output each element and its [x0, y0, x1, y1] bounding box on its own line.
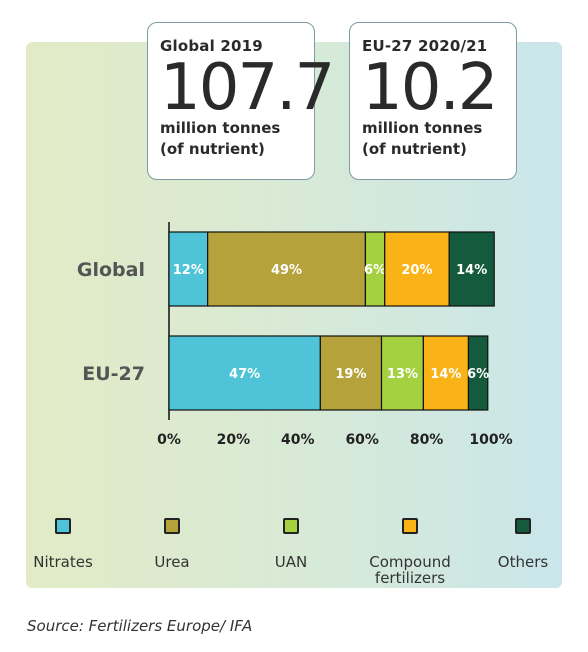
- stat-card-eu27: EU-27 2020/21 10.2 million tonnes (of nu…: [349, 22, 517, 180]
- data-label: 47%: [229, 367, 260, 382]
- category-label: Global: [77, 259, 145, 281]
- bar-segment: [207, 231, 367, 307]
- stat-card-global: Global 2019 107.7 million tonnes (of nut…: [147, 22, 335, 180]
- card-label: Global 2019: [160, 37, 263, 55]
- legend-label: Urea: [154, 553, 190, 571]
- x-tick-label: 0%: [157, 432, 181, 448]
- x-tick-label: 80%: [410, 432, 444, 448]
- legend-label: UAN: [274, 553, 308, 571]
- bar-segment: [448, 231, 495, 307]
- x-tick-label: 20%: [217, 432, 251, 448]
- data-label: 14%: [456, 263, 487, 278]
- bar-segment: [422, 335, 470, 411]
- data-label: 14%: [430, 367, 461, 382]
- legend-swatch: [515, 518, 531, 534]
- x-tick-label: 60%: [345, 432, 379, 448]
- legend-label: Others: [497, 553, 549, 571]
- legend-swatch: [402, 518, 418, 534]
- card-unit: million tonnes: [362, 119, 483, 137]
- card-unit: million tonnes: [160, 119, 281, 137]
- data-label: 6%: [364, 263, 386, 278]
- card-unit-sub: (of nutrient): [362, 140, 467, 158]
- legend-swatch: [55, 518, 71, 534]
- legend-swatch: [283, 518, 299, 534]
- legend-label: Nitrates: [33, 553, 93, 571]
- legend-label: Compound fertilizers: [369, 553, 451, 587]
- data-label: 13%: [387, 367, 418, 382]
- card-unit-sub: (of nutrient): [160, 140, 265, 158]
- data-label: 49%: [271, 263, 302, 278]
- data-label: 6%: [467, 367, 489, 382]
- data-label: 20%: [401, 263, 432, 278]
- bar-segment: [467, 335, 489, 411]
- x-tick-label: 100%: [469, 432, 512, 448]
- x-tick-label: 40%: [281, 432, 315, 448]
- category-label: EU-27: [82, 363, 145, 385]
- card-value: 10.2: [362, 51, 499, 125]
- bar-segment: [380, 335, 424, 411]
- data-label: 19%: [335, 367, 366, 382]
- card-label: EU-27 2020/21: [362, 37, 488, 55]
- bar-segment: [168, 231, 209, 307]
- data-label: 12%: [173, 263, 204, 278]
- source-note: Source: Fertilizers Europe/ IFA: [27, 617, 253, 635]
- legend-swatch: [164, 518, 180, 534]
